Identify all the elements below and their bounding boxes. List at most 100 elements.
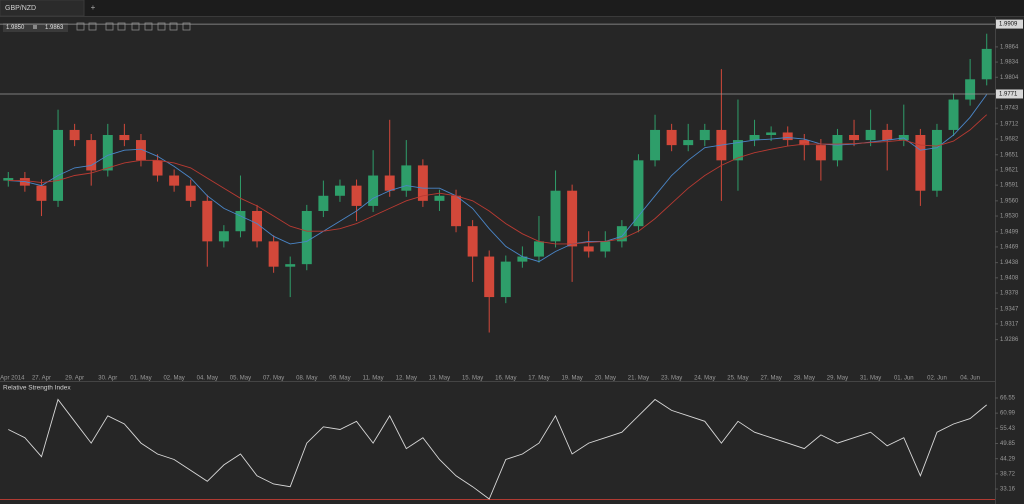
y-tick-label: 1.9712 [1000, 121, 1019, 127]
x-tick-label: 05. May [230, 376, 251, 382]
tab-label[interactable]: GBP/NZD [5, 5, 36, 12]
y-tick-label: 1.9317 [1000, 321, 1019, 327]
candle-body [368, 175, 379, 206]
y-tick-label: 66.55 [1000, 396, 1016, 402]
x-tick-label: 29. Apr [65, 376, 84, 382]
x-tick-label: 07. May [263, 376, 284, 382]
y-tick-label: 1.9438 [1000, 260, 1019, 266]
y-tick-label: 55.43 [1000, 426, 1016, 432]
candle-body [135, 140, 146, 161]
template[interactable] [144, 22, 153, 31]
y-tick-label: 1.9499 [1000, 229, 1019, 235]
ask-price: 1.9863 [45, 25, 64, 31]
y-tick-label: 33.16 [1000, 487, 1016, 493]
x-tick-label: 16. May [495, 376, 516, 382]
x-tick-label: 24 Apr 2014 [0, 376, 25, 382]
candle-body [600, 241, 611, 252]
candle-body [815, 145, 826, 161]
x-tick-label: 27. Apr [32, 376, 51, 382]
x-tick-label: 25. May [727, 376, 748, 382]
x-tick-label: 23. May [661, 376, 682, 382]
x-tick-label: 24. May [694, 376, 715, 382]
price-marker-box [996, 19, 1023, 29]
candle-body [36, 185, 47, 201]
candle-body [683, 140, 694, 146]
candle-body [401, 165, 412, 191]
x-tick-label: 02. May [163, 376, 184, 382]
save[interactable] [169, 22, 178, 31]
candle-body [235, 210, 246, 232]
rsi-line [8, 398, 987, 500]
candle-body [301, 210, 312, 265]
objects[interactable] [157, 22, 166, 31]
y-tick-label: 60.99 [1000, 411, 1016, 417]
x-tick-label: 01. Jun [894, 376, 914, 382]
price-marker-box [996, 89, 1023, 99]
rsi-title: Relative Strength Index [3, 385, 71, 392]
y-tick-label: 1.9743 [1000, 106, 1019, 112]
x-tick-label: 01. May [130, 376, 151, 382]
y-tick-label: 1.9469 [1000, 245, 1019, 251]
draw[interactable] [182, 22, 191, 31]
new-tab-button[interactable]: + [91, 3, 96, 12]
candle-body [69, 129, 80, 141]
y-tick-label: 38.72 [1000, 471, 1016, 477]
y-tick-label: 1.9286 [1000, 337, 1019, 343]
candle-body [799, 140, 810, 146]
y-tick-label: 1.9530 [1000, 214, 1019, 220]
candle-body [633, 160, 644, 227]
x-tick-label: 29. May [827, 376, 848, 382]
toolbar [76, 22, 191, 31]
y-tick-label: 49.85 [1000, 441, 1016, 447]
candle-body [334, 185, 345, 196]
price-marker-label: 1.9909 [999, 22, 1018, 28]
candle-body [782, 132, 793, 141]
candle-body [965, 79, 976, 100]
zoom-out[interactable] [88, 22, 97, 31]
y-tick-label: 1.9621 [1000, 168, 1019, 174]
candle-body [384, 175, 395, 191]
crosshair[interactable] [105, 22, 114, 31]
candle-body [252, 210, 263, 242]
candle-body [218, 231, 229, 242]
candle-body [434, 195, 445, 201]
candle-body [865, 129, 876, 141]
candle-body [285, 264, 296, 267]
candle-body [832, 135, 843, 161]
x-tick-label: 17. May [528, 376, 549, 382]
price-marker-label: 1.9771 [999, 92, 1018, 98]
bid-price: 1.9850 [6, 25, 25, 31]
candle-body [583, 246, 594, 252]
candle-body [102, 135, 113, 171]
candle-body [119, 135, 130, 141]
candle-body [185, 185, 196, 201]
zoom-in[interactable] [76, 22, 85, 31]
candle-body [948, 99, 959, 130]
candle-body [451, 195, 462, 227]
chart-type[interactable] [117, 22, 126, 31]
candle-body [931, 129, 942, 191]
x-tick-label: 11. May [363, 376, 384, 382]
x-tick-label: 13. May [429, 376, 450, 382]
candle-body [567, 190, 578, 247]
x-tick-label: 15. May [462, 376, 483, 382]
x-tick-label: 12. May [396, 376, 417, 382]
candle-body [202, 200, 213, 242]
candle-body [169, 175, 180, 186]
candle-body [500, 261, 511, 298]
candle-body [417, 165, 428, 201]
indicators[interactable] [131, 22, 140, 31]
candle-body [318, 195, 329, 211]
candle-body [766, 132, 777, 136]
candle-body [699, 129, 710, 141]
candle-body [268, 241, 279, 267]
y-tick-label: 1.9408 [1000, 275, 1019, 281]
candle-body [550, 190, 561, 242]
x-tick-label: 19. May [561, 376, 582, 382]
candle-body [53, 129, 64, 201]
candle-body [882, 129, 893, 141]
x-tick-label: 04. May [197, 376, 218, 382]
y-tick-label: 1.9804 [1000, 75, 1019, 81]
